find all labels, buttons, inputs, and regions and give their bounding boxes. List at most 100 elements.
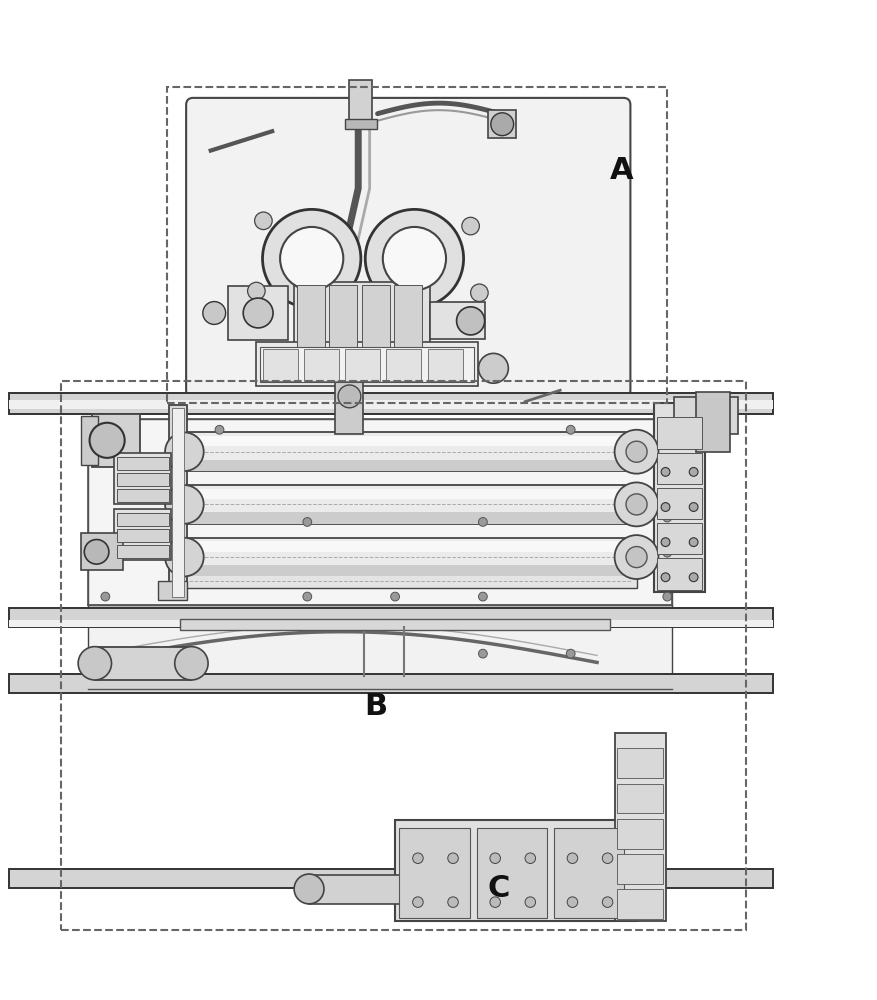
Bar [656, 453, 702, 484]
Circle shape [280, 227, 343, 290]
Bar [617, 854, 662, 884]
Circle shape [262, 209, 360, 308]
FancyBboxPatch shape [186, 98, 630, 397]
Bar [81, 416, 98, 465]
Bar [117, 513, 168, 526]
Circle shape [660, 468, 669, 476]
Circle shape [662, 425, 671, 434]
Bar [184, 432, 636, 471]
Circle shape [390, 592, 399, 601]
Circle shape [165, 538, 203, 576]
Bar [345, 349, 380, 381]
Circle shape [365, 209, 463, 308]
Bar [88, 605, 671, 689]
Bar [386, 349, 421, 381]
Circle shape [447, 853, 458, 863]
Bar [303, 349, 339, 381]
Bar [167, 87, 667, 403]
Bar [169, 405, 187, 598]
Circle shape [625, 494, 646, 515]
Bar [61, 381, 745, 930]
Bar [228, 286, 288, 340]
Text: A: A [610, 156, 633, 185]
Bar [184, 574, 636, 588]
Bar [9, 620, 772, 627]
Bar [184, 541, 636, 552]
Circle shape [660, 503, 669, 511]
Circle shape [660, 538, 669, 547]
Bar [9, 400, 772, 409]
Circle shape [489, 897, 500, 907]
Circle shape [84, 540, 109, 564]
Bar [656, 488, 702, 519]
Bar [488, 110, 516, 138]
Bar [430, 302, 484, 339]
Circle shape [524, 853, 535, 863]
Circle shape [461, 217, 479, 235]
Circle shape [203, 302, 225, 324]
Circle shape [566, 649, 574, 658]
Bar [184, 485, 636, 524]
Bar [117, 457, 168, 470]
Bar [296, 285, 324, 350]
Bar [345, 119, 376, 129]
Bar [674, 397, 737, 434]
Bar [617, 819, 662, 849]
Bar [9, 674, 772, 693]
Bar [172, 408, 183, 597]
Circle shape [470, 284, 488, 302]
Circle shape [478, 353, 508, 383]
Circle shape [614, 430, 658, 474]
Circle shape [89, 423, 125, 458]
Bar [394, 285, 422, 350]
Circle shape [171, 548, 180, 557]
Bar [92, 414, 140, 467]
Circle shape [338, 385, 360, 408]
Bar [158, 581, 187, 600]
Bar [256, 342, 477, 386]
Bar [617, 784, 662, 813]
Circle shape [625, 441, 646, 462]
Circle shape [215, 425, 224, 434]
Bar [656, 558, 702, 590]
Bar [9, 608, 772, 627]
Bar [9, 393, 772, 414]
Bar [617, 748, 662, 778]
Bar [117, 489, 168, 502]
Bar [476, 828, 546, 918]
Bar [617, 889, 662, 919]
Bar [117, 529, 168, 542]
Circle shape [171, 513, 180, 522]
Bar [656, 523, 702, 554]
Circle shape [688, 468, 697, 476]
Bar [184, 538, 636, 576]
Circle shape [625, 547, 646, 568]
Bar [184, 489, 636, 499]
Bar [184, 460, 636, 471]
Circle shape [247, 282, 265, 300]
Bar [361, 285, 389, 350]
Bar [9, 869, 772, 888]
Bar [184, 512, 636, 524]
Circle shape [567, 897, 577, 907]
Circle shape [175, 647, 208, 680]
Bar [262, 349, 297, 381]
Bar [114, 509, 171, 560]
Circle shape [566, 425, 574, 434]
Circle shape [602, 853, 612, 863]
Circle shape [567, 853, 577, 863]
Circle shape [78, 647, 111, 680]
Circle shape [165, 485, 203, 524]
Circle shape [254, 212, 272, 230]
Bar [349, 80, 372, 122]
Bar [395, 820, 636, 921]
Bar [309, 875, 401, 904]
Bar [656, 417, 702, 449]
Bar [114, 453, 171, 504]
Circle shape [614, 535, 658, 579]
Circle shape [490, 113, 513, 136]
Circle shape [478, 592, 487, 601]
Circle shape [101, 592, 110, 601]
Bar [184, 436, 636, 446]
Circle shape [243, 298, 273, 328]
